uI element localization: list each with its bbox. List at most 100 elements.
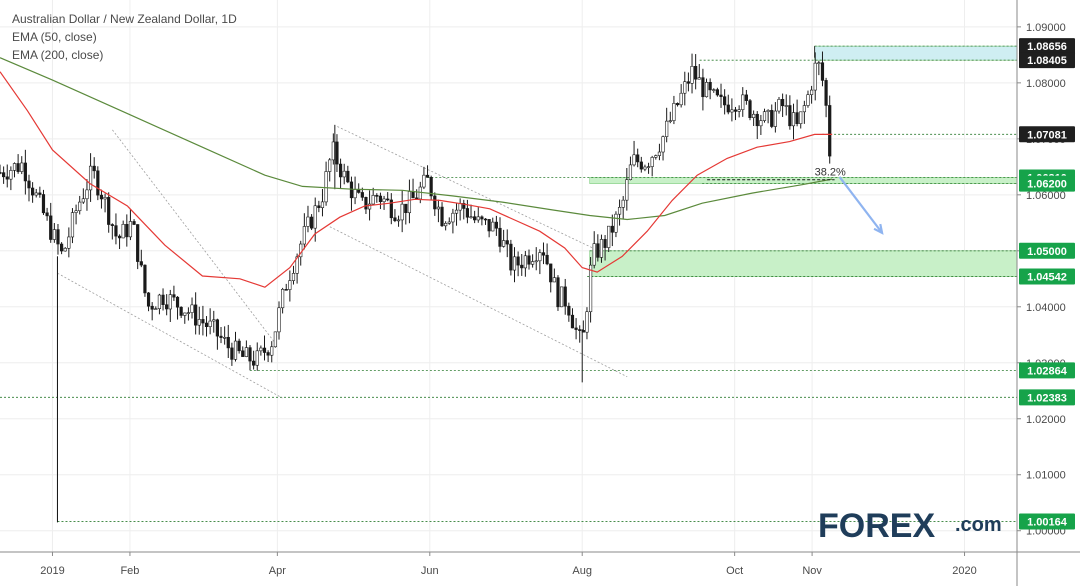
candle-up [273, 331, 277, 348]
candle-down [636, 154, 640, 163]
candle-up [646, 166, 651, 168]
candle-down [570, 314, 575, 329]
candle-up [320, 201, 325, 208]
candle-down [132, 221, 136, 225]
price-tag [1019, 242, 1075, 259]
candlestick-series [0, 51, 832, 523]
price-tag [1019, 52, 1075, 69]
candle-down [425, 174, 430, 178]
candle-down [146, 292, 151, 307]
candle-down [828, 105, 832, 157]
candle-up [672, 103, 676, 121]
channel-trendlines [57, 126, 628, 399]
x-tick-label: Apr [269, 565, 286, 577]
candle-up [382, 198, 386, 203]
candle-up [63, 247, 67, 252]
channel-line [329, 226, 628, 378]
candle-down [237, 340, 241, 352]
candle-down [545, 254, 549, 265]
candle-up [806, 94, 810, 106]
candle-up [291, 273, 296, 281]
candle-down [335, 141, 339, 165]
candle-up [538, 252, 542, 262]
candle-down [161, 294, 165, 305]
candle-down [150, 305, 154, 310]
candle-up [585, 311, 589, 333]
candle-down [194, 304, 198, 326]
candle-up [255, 350, 259, 366]
candle-down [465, 208, 469, 218]
candle-up [233, 340, 238, 360]
price-tag [1019, 38, 1075, 55]
candle-down [201, 319, 205, 324]
candle-down [781, 99, 785, 107]
candle-down [429, 177, 433, 197]
candle-up [190, 304, 194, 313]
candle-down [175, 296, 180, 308]
candle-up [617, 207, 622, 215]
candle-up [154, 308, 158, 310]
candle-down [215, 319, 219, 337]
candle-down [317, 205, 321, 208]
candle-down [5, 176, 9, 180]
candle-up [324, 171, 328, 203]
price-tag [1019, 126, 1075, 143]
candle-up [817, 62, 821, 65]
price-tag-label: 1.04542 [1027, 271, 1067, 283]
candle-down [2, 172, 6, 178]
candle-up [81, 198, 85, 203]
candle-down [462, 203, 466, 209]
candle-down [172, 294, 176, 298]
candle-down [578, 329, 582, 331]
candle-up [52, 229, 56, 240]
y-tick-label: 1.04000 [1026, 302, 1066, 314]
candle-down [516, 256, 520, 266]
candle-down [31, 187, 35, 196]
x-tick-label: 2019 [40, 565, 64, 577]
candle-down [719, 94, 723, 97]
price-tag [1019, 513, 1075, 530]
candle-up [157, 294, 162, 309]
legend-ema-200: EMA (200, close) [12, 48, 103, 62]
candle-up [270, 346, 274, 356]
x-tick-label: Nov [802, 565, 822, 577]
candle-down [480, 216, 484, 220]
candle-down [92, 165, 96, 172]
candle-down [433, 195, 437, 210]
candle-down [726, 104, 730, 113]
candle-up [444, 223, 448, 227]
candle-down [346, 170, 350, 183]
price-tag [1019, 175, 1075, 192]
candle-up [773, 110, 777, 127]
candle-down [386, 198, 390, 201]
candle-up [712, 89, 716, 91]
candle-up [208, 320, 212, 327]
candle-up [306, 216, 310, 227]
candle-up [454, 209, 459, 214]
candle-up [683, 81, 687, 94]
candle-up [690, 65, 694, 84]
candle-up [523, 255, 527, 269]
candle-down [574, 327, 578, 330]
candle-up [422, 174, 426, 188]
candle-up [353, 189, 357, 199]
candle-down [349, 181, 354, 199]
candle-down [266, 352, 270, 356]
candle-up [277, 307, 281, 333]
candle-up [458, 203, 462, 211]
candle-up [810, 89, 814, 95]
candle-down [824, 80, 828, 106]
candle-up [759, 120, 763, 127]
fib-label: 38.2% [815, 167, 846, 179]
channel-line [337, 126, 603, 253]
candle-up [741, 94, 745, 110]
forecast-arrow-shaft [838, 176, 883, 234]
candle-up [777, 99, 781, 112]
candle-down [694, 65, 698, 80]
zone-rect [814, 45, 1018, 61]
candle-down [748, 100, 752, 118]
chart-legend: Australian Dollar / New Zealand Dollar, … [12, 12, 237, 62]
candle-up [588, 264, 593, 313]
candle-up [186, 312, 191, 314]
